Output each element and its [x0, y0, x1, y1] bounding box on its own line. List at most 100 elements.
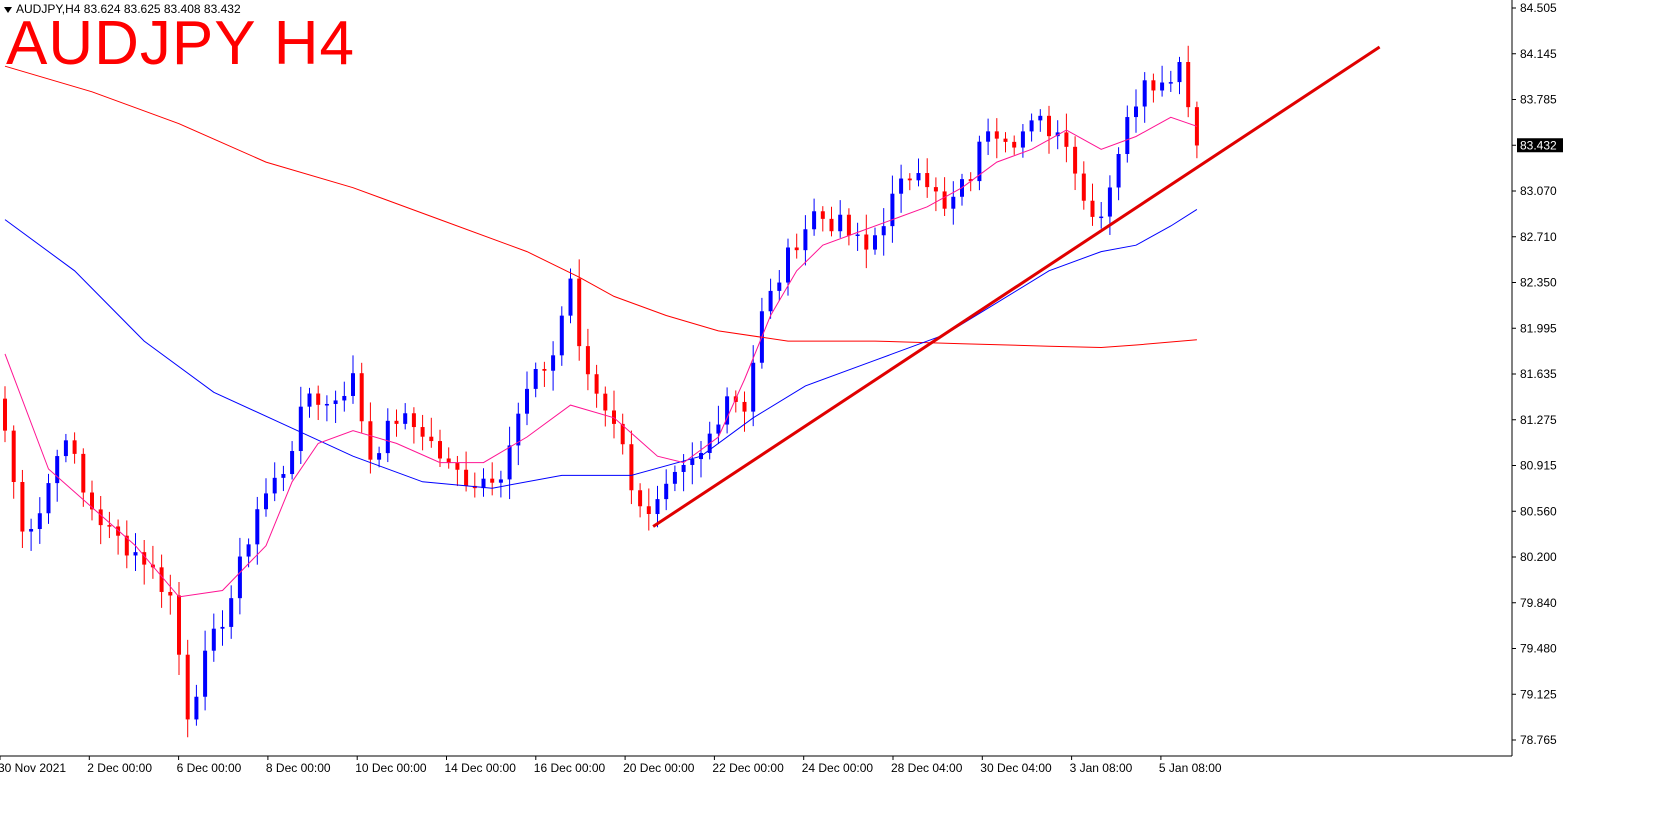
bull-candle — [690, 459, 695, 465]
bull-candle — [1142, 80, 1147, 107]
bull-candle — [333, 400, 338, 404]
bull-candle — [777, 282, 782, 291]
dropdown-triangle-icon[interactable] — [4, 6, 12, 13]
bear-candle — [20, 482, 25, 532]
bear-candle — [316, 393, 321, 405]
bear-candle — [1073, 146, 1078, 174]
bull-candle — [298, 406, 303, 452]
bear-candle — [455, 463, 460, 470]
bull-candle — [307, 393, 312, 407]
bull-candle — [533, 369, 538, 389]
time-tick-label: 30 Nov 2021 — [0, 761, 66, 775]
bull-candle — [211, 628, 216, 651]
bear-candle — [1003, 138, 1008, 142]
bull-candle — [498, 479, 503, 483]
bull-candle — [377, 453, 382, 460]
price-tick-label: 79.125 — [1520, 687, 1557, 701]
bull-candle — [1134, 106, 1138, 118]
bear-candle — [411, 413, 416, 428]
bear-candle — [585, 346, 590, 375]
bull-candle — [403, 413, 408, 424]
bear-candle — [829, 218, 834, 232]
time-tick-label: 6 Dec 00:00 — [177, 761, 242, 775]
bull-candle — [1029, 120, 1034, 132]
bull-candle — [203, 650, 208, 697]
bull-candle — [716, 424, 721, 434]
bull-candle — [786, 247, 790, 283]
bull-candle — [63, 440, 68, 457]
bull-candle — [351, 373, 355, 396]
bull-candle — [559, 315, 564, 356]
time-tick-label: 8 Dec 00:00 — [266, 761, 331, 775]
bear-candle — [394, 420, 399, 424]
bull-candle — [1107, 187, 1112, 217]
bear-candle — [142, 552, 147, 565]
bull-candle — [873, 235, 877, 250]
price-tick-label: 79.840 — [1520, 596, 1557, 610]
price-tick-label: 81.275 — [1520, 413, 1557, 427]
bull-candle — [681, 464, 686, 472]
time-tick-label: 2 Dec 00:00 — [87, 761, 152, 775]
price-tick-label: 80.200 — [1520, 550, 1557, 564]
time-tick-label: 10 Dec 00:00 — [355, 761, 427, 775]
bull-candle — [255, 509, 260, 545]
bull-candle — [290, 451, 295, 475]
bear-candle — [446, 458, 451, 464]
bull-candle — [751, 362, 756, 412]
bull-candle — [507, 445, 512, 480]
mid-moving-average-line — [4, 208, 1198, 489]
price-tick-label: 80.560 — [1520, 504, 1557, 518]
time-tick-label: 22 Dec 00:00 — [712, 761, 784, 775]
bear-candle — [464, 469, 469, 486]
bear-candle — [124, 535, 129, 556]
bear-candle — [1081, 173, 1086, 201]
bull-candle — [525, 388, 529, 414]
bull-candle — [272, 477, 277, 494]
bull-candle — [725, 396, 730, 425]
price-tick-label: 82.710 — [1520, 230, 1557, 244]
time-tick-label: 16 Dec 00:00 — [534, 761, 606, 775]
bear-candle — [438, 441, 442, 459]
price-tick-label: 82.350 — [1520, 276, 1557, 290]
bull-candle — [1038, 115, 1043, 121]
bull-candle — [803, 229, 808, 251]
time-tick-label: 24 Dec 00:00 — [802, 761, 874, 775]
bull-candle — [237, 556, 242, 599]
bull-candle — [672, 471, 677, 484]
bull-candle — [568, 278, 573, 316]
bull-candle — [46, 483, 51, 514]
price-tick-label: 83.070 — [1520, 184, 1557, 198]
bear-candle — [907, 178, 912, 181]
bull-candle — [1099, 216, 1104, 219]
slow-moving-average-line — [4, 65, 1197, 349]
bear-candle — [98, 509, 103, 526]
bull-candle — [194, 696, 199, 720]
time-tick-label: 3 Jan 08:00 — [1070, 761, 1133, 775]
bull-candle — [551, 355, 556, 371]
bear-candle — [612, 410, 616, 424]
bear-candle — [925, 173, 930, 188]
bull-candle — [246, 544, 251, 557]
bull-candle — [1160, 82, 1165, 91]
bull-candle — [812, 211, 817, 230]
bear-candle — [1186, 62, 1191, 108]
bull-candle — [951, 196, 956, 209]
bear-candle — [1090, 200, 1095, 217]
current-price-label: 83.432 — [1520, 138, 1557, 152]
bull-candle — [29, 528, 34, 532]
price-tick-label: 84.145 — [1520, 47, 1557, 61]
bull-candle — [55, 456, 60, 484]
bear-candle — [72, 440, 77, 454]
bear-candle — [594, 374, 599, 394]
bear-candle — [577, 278, 582, 347]
bear-candle — [1047, 115, 1051, 137]
bull-candle — [977, 141, 982, 182]
bull-candle — [133, 552, 138, 556]
price-tick-label: 83.785 — [1520, 93, 1557, 107]
bull-candle — [1168, 82, 1173, 84]
bear-candle — [603, 393, 608, 411]
bear-candle — [942, 191, 947, 209]
fast-moving-average-line — [4, 116, 1198, 598]
